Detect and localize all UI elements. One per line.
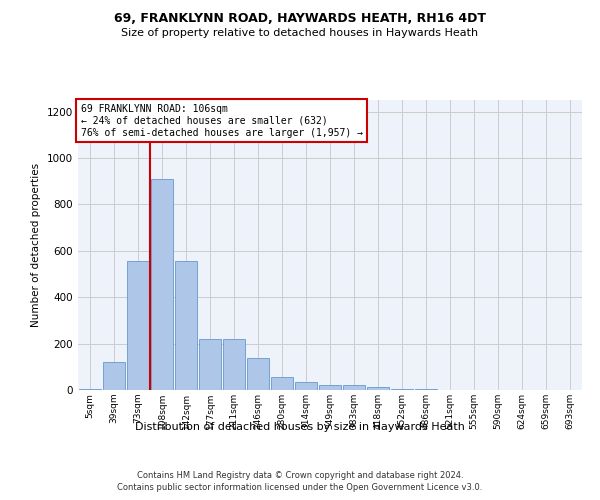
- Text: Size of property relative to detached houses in Haywards Heath: Size of property relative to detached ho…: [121, 28, 479, 38]
- Text: Contains public sector information licensed under the Open Government Licence v3: Contains public sector information licen…: [118, 484, 482, 492]
- Bar: [247, 358, 269, 390]
- Bar: [319, 386, 341, 390]
- Bar: [271, 377, 293, 390]
- Bar: [199, 339, 221, 390]
- Text: Distribution of detached houses by size in Haywards Heath: Distribution of detached houses by size …: [135, 422, 465, 432]
- Bar: [295, 382, 317, 390]
- Text: Contains HM Land Registry data © Crown copyright and database right 2024.: Contains HM Land Registry data © Crown c…: [137, 471, 463, 480]
- Y-axis label: Number of detached properties: Number of detached properties: [31, 163, 41, 327]
- Text: 69 FRANKLYNN ROAD: 106sqm
← 24% of detached houses are smaller (632)
76% of semi: 69 FRANKLYNN ROAD: 106sqm ← 24% of detac…: [80, 104, 362, 138]
- Bar: [103, 362, 125, 390]
- Bar: [391, 389, 413, 390]
- Bar: [367, 387, 389, 390]
- Bar: [175, 261, 197, 390]
- Bar: [127, 261, 149, 390]
- Text: 69, FRANKLYNN ROAD, HAYWARDS HEATH, RH16 4DT: 69, FRANKLYNN ROAD, HAYWARDS HEATH, RH16…: [114, 12, 486, 26]
- Bar: [151, 179, 173, 390]
- Bar: [79, 389, 101, 390]
- Bar: [223, 339, 245, 390]
- Bar: [343, 386, 365, 390]
